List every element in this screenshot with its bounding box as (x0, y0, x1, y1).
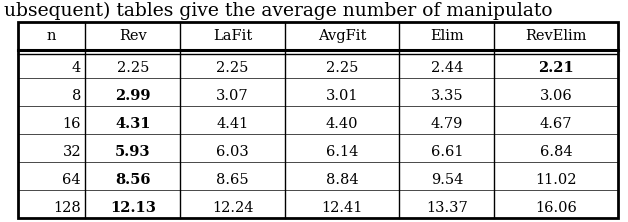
Text: 3.07: 3.07 (216, 89, 249, 103)
Text: 9.54: 9.54 (431, 173, 463, 187)
Text: Rev: Rev (119, 29, 146, 43)
Text: n: n (46, 29, 57, 43)
Text: 32: 32 (62, 145, 81, 159)
Text: 13.37: 13.37 (426, 201, 468, 215)
Text: 3.06: 3.06 (540, 89, 573, 103)
Text: 12.13: 12.13 (110, 201, 156, 215)
Text: 64: 64 (62, 173, 81, 187)
Text: 2.44: 2.44 (431, 61, 463, 75)
Text: ubsequent) tables give the average number of manipulato: ubsequent) tables give the average numbe… (4, 2, 553, 20)
Text: 2.25: 2.25 (326, 61, 358, 75)
Text: 4: 4 (72, 61, 81, 75)
Text: 6.84: 6.84 (540, 145, 573, 159)
Text: 2.25: 2.25 (217, 61, 249, 75)
Text: 2.25: 2.25 (117, 61, 149, 75)
Text: 8.65: 8.65 (216, 173, 249, 187)
Text: 8.84: 8.84 (326, 173, 359, 187)
Text: 8.56: 8.56 (115, 173, 151, 187)
Text: Elim: Elim (430, 29, 463, 43)
Text: 4.40: 4.40 (326, 117, 358, 131)
Text: 4.41: 4.41 (217, 117, 249, 131)
Text: 3.01: 3.01 (326, 89, 358, 103)
Text: 6.61: 6.61 (431, 145, 463, 159)
Text: 16: 16 (63, 117, 81, 131)
Text: AvgFit: AvgFit (318, 29, 366, 43)
Bar (18, 22, 618, 218)
Text: 6.03: 6.03 (216, 145, 249, 159)
Text: 8: 8 (72, 89, 81, 103)
Text: 6.14: 6.14 (326, 145, 358, 159)
Text: 4.79: 4.79 (431, 117, 463, 131)
Text: 4.67: 4.67 (540, 117, 573, 131)
Text: 16.06: 16.06 (535, 201, 577, 215)
Text: 5.93: 5.93 (115, 145, 151, 159)
Text: 4.31: 4.31 (115, 117, 151, 131)
Text: 2.99: 2.99 (115, 89, 151, 103)
Text: 11.02: 11.02 (536, 173, 577, 187)
Text: 128: 128 (53, 201, 81, 215)
Text: 3.35: 3.35 (431, 89, 463, 103)
Text: 12.41: 12.41 (322, 201, 363, 215)
Text: RevElim: RevElim (526, 29, 587, 43)
Text: 12.24: 12.24 (212, 201, 253, 215)
Text: 2.21: 2.21 (538, 61, 574, 75)
Text: LaFit: LaFit (213, 29, 252, 43)
